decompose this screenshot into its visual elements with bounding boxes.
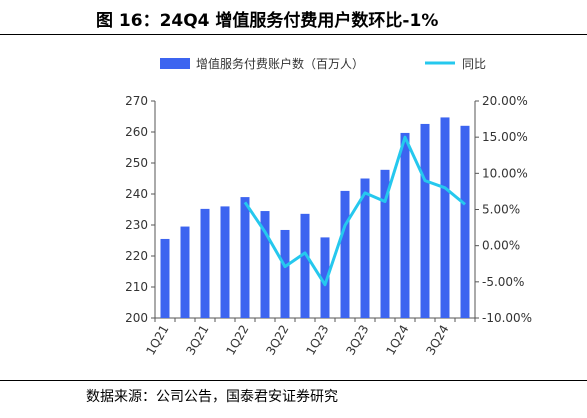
y-right-tick-label: 5.00% bbox=[482, 203, 520, 217]
y-right-tick-label: -10.00% bbox=[482, 311, 532, 325]
x-axis-labels: 1Q21 3Q21 1Q22 3Q22 1Q23 3Q23 1Q24 3Q24 bbox=[143, 323, 451, 358]
y-left-tick-label: 230 bbox=[125, 218, 148, 232]
x-tick-label: 3Q23 bbox=[343, 323, 371, 358]
bar bbox=[440, 117, 450, 319]
x-tick-label: 1Q23 bbox=[303, 323, 331, 358]
y-left-tick-label: 240 bbox=[125, 187, 148, 201]
y-right-tick-label: 15.00% bbox=[482, 130, 528, 144]
bar bbox=[340, 190, 350, 318]
y-left-tick-label: 260 bbox=[125, 125, 148, 139]
bars bbox=[160, 117, 470, 319]
y-left-tick-label: 250 bbox=[125, 156, 148, 170]
y-right-tick-label: -5.00% bbox=[482, 275, 524, 289]
x-tick-label: 1Q24 bbox=[383, 323, 411, 358]
bar bbox=[460, 125, 470, 318]
y-left-tick-label: 270 bbox=[125, 94, 148, 108]
y-left-tick-label: 210 bbox=[125, 280, 148, 294]
bar bbox=[260, 211, 270, 318]
yoy-line-path bbox=[243, 135, 466, 287]
y-right-tick-label: 0.00% bbox=[482, 239, 520, 253]
y-left-tick-label: 200 bbox=[125, 311, 148, 325]
bar bbox=[280, 229, 290, 318]
axes: 200 210 220 230 240 250 260 270 -10.00% -5.00% 0.0… bbox=[125, 94, 532, 325]
y-right-tick-label: 10.00% bbox=[482, 166, 528, 180]
y-right-tick-label: 20.00% bbox=[482, 94, 528, 108]
legend-bar-swatch bbox=[160, 58, 190, 69]
x-tick-label: 3Q24 bbox=[423, 323, 451, 358]
yoy-line bbox=[243, 135, 466, 287]
x-tick-label: 3Q22 bbox=[263, 323, 291, 358]
bar bbox=[300, 213, 310, 318]
bar bbox=[200, 208, 210, 318]
bar bbox=[360, 178, 370, 318]
legend: 增值服务付费账户数（百万人） 同比 bbox=[160, 56, 486, 71]
bar bbox=[240, 197, 250, 318]
bar bbox=[160, 238, 170, 318]
bar bbox=[380, 169, 390, 318]
chart-title: 图 16：24Q4 增值服务付费用户数环比-1% bbox=[96, 11, 439, 31]
y-left-tick-label: 220 bbox=[125, 249, 148, 263]
legend-line-label: 同比 bbox=[462, 57, 486, 71]
x-tick-label: 1Q22 bbox=[223, 323, 251, 358]
legend-bar-label: 增值服务付费账户数（百万人） bbox=[196, 56, 364, 71]
title-rule bbox=[0, 34, 587, 35]
bar bbox=[220, 206, 230, 318]
source-note: 数据来源：公司公告，国泰君安证券研究 bbox=[86, 389, 338, 405]
bar bbox=[320, 237, 330, 318]
bar bbox=[420, 123, 430, 318]
bar bbox=[400, 132, 410, 318]
x-tick-label: 1Q21 bbox=[143, 323, 171, 358]
bar bbox=[180, 226, 190, 318]
x-tick-label: 3Q21 bbox=[183, 323, 211, 358]
source-rule bbox=[0, 380, 587, 381]
